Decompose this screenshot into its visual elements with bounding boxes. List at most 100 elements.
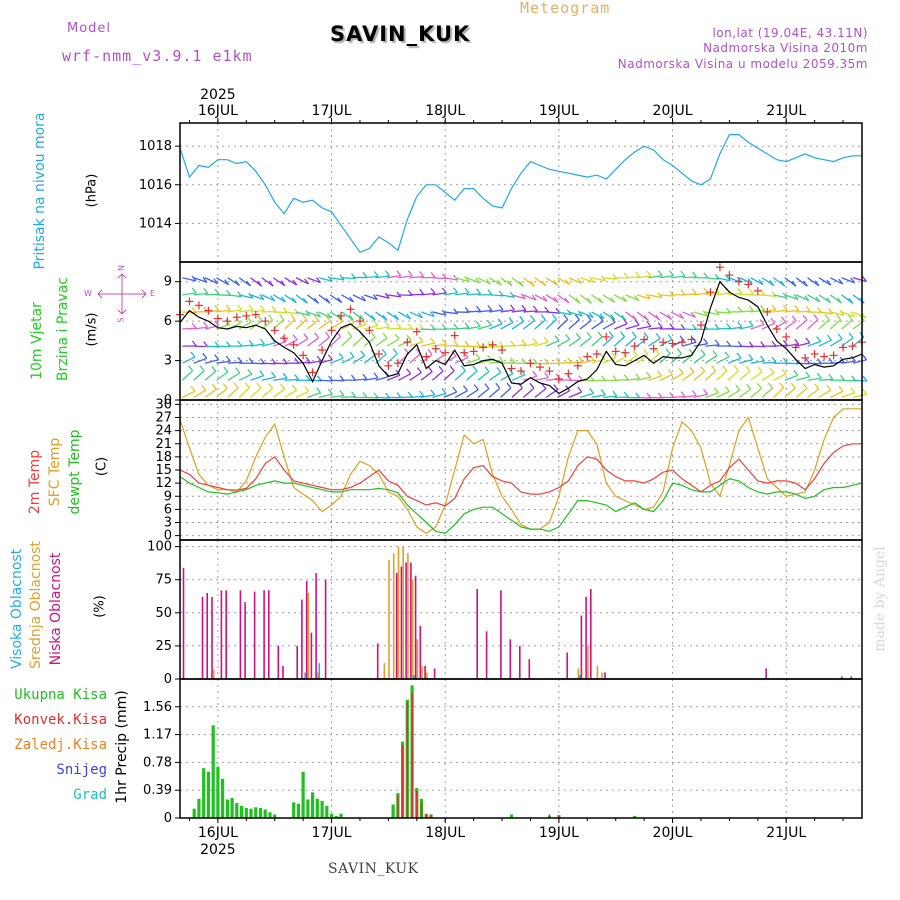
wind-barb (773, 309, 788, 313)
wind-barb (659, 294, 674, 297)
wind-barb-feather (245, 280, 252, 287)
wind-barb (580, 392, 594, 398)
wind-barb (466, 293, 481, 296)
wind-barb-feather (757, 366, 763, 373)
wind-barb (750, 309, 765, 313)
wind-barb-feather (726, 322, 732, 329)
precip-convective-bar (411, 693, 413, 818)
top-day-label-3: 19JUL (539, 103, 579, 119)
wind-barb-feather (349, 296, 355, 303)
wind-barb-feather (324, 331, 331, 338)
wind-barb (796, 342, 810, 347)
wind-barb (409, 372, 422, 381)
wind-barb (477, 371, 490, 381)
wind-barb (705, 344, 720, 347)
wind-barb-feather (291, 297, 297, 304)
wind-barb-feather (540, 314, 546, 321)
wind-barb (750, 360, 765, 364)
wind-barb (829, 277, 844, 285)
wind-barb (238, 373, 253, 381)
wind-barb (659, 275, 674, 279)
wind-barb-feather (780, 280, 786, 287)
wind-barb-feather (733, 365, 739, 372)
wind-barb (647, 353, 660, 364)
wind-barb-feather (542, 295, 548, 302)
wind-barb-feather (509, 304, 516, 311)
wind-barb (557, 294, 570, 304)
wind-barb-feather (802, 382, 808, 389)
wind-barb (466, 277, 480, 284)
wind-barb (466, 325, 481, 330)
wind-barb-feather (836, 314, 842, 321)
wind-barb-feather (259, 305, 266, 311)
wind-barb-feather (438, 365, 444, 372)
wind-barb-feather (203, 287, 209, 294)
bottom-day-label-1: 17JUL (312, 825, 352, 841)
wind-barb (398, 311, 411, 320)
wind-barb (318, 277, 333, 282)
wind-barb (204, 359, 219, 364)
wind-barb-feather (758, 279, 764, 286)
wind-barb (773, 321, 786, 330)
wind-barb (477, 277, 491, 285)
wind-barb (284, 277, 298, 286)
wind-barb (693, 292, 708, 296)
wind-barb-feather (373, 270, 379, 277)
wind-barb (534, 341, 549, 347)
precip-total-bar (306, 799, 310, 818)
wind-barb-feather (510, 340, 516, 347)
wind-barb-feather (464, 287, 470, 294)
wind-barb-feather (599, 313, 605, 319)
wind-barb-feather (848, 332, 854, 339)
precip-total-bar (197, 798, 201, 818)
wind-barb (500, 309, 515, 313)
wind-barb-feather (396, 270, 402, 277)
wind-barb-feather (280, 383, 286, 390)
wind-barb (352, 355, 366, 364)
wind-barb-feather (805, 305, 811, 312)
wind-barb-feather (214, 320, 220, 327)
wind-barb (568, 337, 581, 347)
wind-barb (534, 294, 548, 302)
wind-barb-feather (305, 374, 311, 381)
wind-barb-feather (327, 275, 333, 282)
wind-barb (602, 321, 616, 330)
wind-barb-feather (713, 387, 720, 394)
wind-barb-feather (838, 385, 844, 392)
wind-barb (580, 359, 595, 364)
wind-barb (364, 377, 379, 381)
wind-barb (557, 319, 569, 330)
wind-barb (579, 311, 594, 318)
wind-barb (307, 392, 321, 398)
wind-barb-feather (861, 276, 868, 282)
model-label: Model (67, 21, 112, 36)
legend-freezing-rain: Zaledj.Kisa (14, 737, 107, 753)
wind-barb (216, 371, 229, 381)
wind-barb-feather (837, 297, 843, 304)
wind-barb (511, 387, 523, 398)
precip-total-bar (391, 804, 395, 818)
wind-barb (272, 277, 286, 287)
wind-barb (613, 336, 626, 347)
wind-barb (523, 310, 538, 313)
cloud-ytick-label-1: 25 (155, 639, 172, 654)
wind-barb (648, 375, 662, 381)
wind-barb-feather (780, 316, 787, 323)
wind-barb (818, 311, 833, 315)
wind-barb (591, 336, 603, 347)
bottom-day-label-2: 18JUL (425, 825, 465, 841)
temperature-ytick-label-3: 9 (164, 489, 172, 504)
wind-barb (693, 311, 708, 317)
wind-barb-feather (453, 287, 459, 294)
wind-barb (261, 387, 274, 398)
wind-barb-feather (620, 331, 626, 338)
wind-barb (761, 387, 773, 398)
wind-barb-feather (737, 306, 743, 313)
wind-barb-feather (669, 270, 675, 277)
wind-barb-feather (610, 314, 616, 320)
wind-barb (602, 336, 614, 347)
wind-barb (239, 294, 253, 299)
wind-barb (432, 277, 447, 280)
wind-barb (636, 336, 649, 347)
